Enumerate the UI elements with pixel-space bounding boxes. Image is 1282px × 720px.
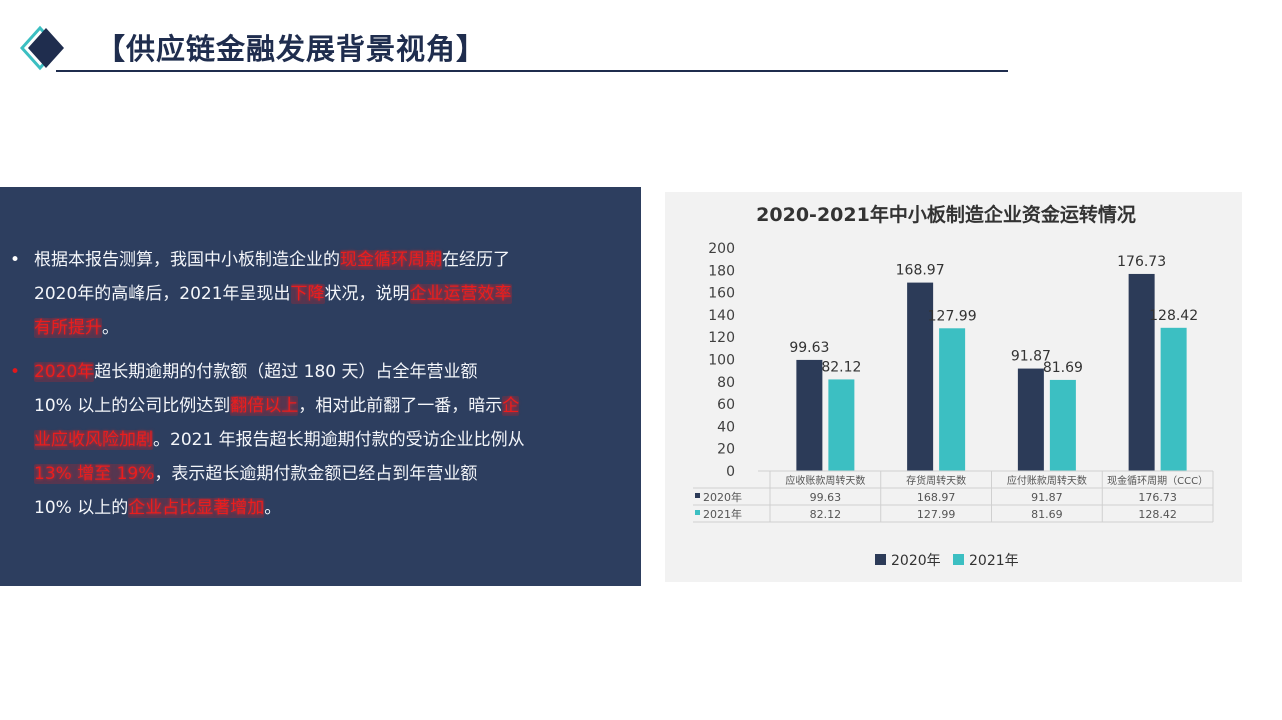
- y-tick-label: 20: [717, 442, 735, 458]
- table-cell: 168.97: [917, 491, 956, 504]
- bullet-line: 13% 增至 19%，表示超长逾期付款金额已经占到年营业额: [10, 457, 610, 491]
- legend-swatch: [875, 554, 886, 565]
- bullet-line: 10% 以上的公司比例达到翻倍以上，相对此前翻了一番，暗示企: [10, 389, 610, 423]
- bar-2021年: [1049, 379, 1076, 471]
- bullet-text: ，相对此前翻了一番，暗示: [298, 396, 503, 416]
- data-label: 168.97: [896, 263, 945, 279]
- bar-2020年: [907, 282, 934, 471]
- highlighted-text: 企: [502, 396, 520, 416]
- table-cell: 176.73: [1138, 491, 1177, 504]
- data-label: 81.69: [1043, 360, 1083, 376]
- data-table: 应收账款周转天数 99.63 82.12 存货周转天数 168.97 127.99 应付账款…: [693, 470, 1214, 523]
- bullet-line: 2020年的高峰后，2021年呈现出下降状况，说明企业运营效率: [10, 277, 610, 311]
- bar-2021年: [1160, 327, 1187, 471]
- highlighted-text: 企业运营效率: [409, 284, 512, 304]
- bullet-line: • 2020年超长期逾期的付款额（超过 180 天）占全年营业额: [10, 355, 610, 389]
- title-divider: [56, 70, 1008, 72]
- highlighted-text: 翻倍以上: [230, 396, 299, 416]
- bullet-text: 在经历了: [442, 250, 510, 270]
- data-label: 91.87: [1011, 349, 1051, 365]
- bar-2020年: [796, 359, 823, 471]
- bar-2020年: [1128, 273, 1155, 471]
- y-tick-label: 160: [708, 286, 735, 302]
- bullet-text: 状况，说明: [324, 284, 410, 304]
- bar-series: [796, 273, 1187, 471]
- y-tick-label: 100: [708, 353, 735, 369]
- text-panel: • 根据本报告测算，我国中小板制造企业的现金循环周期在经历了 2020年的高峰后，2…: [0, 187, 641, 586]
- highlighted-text: 企业占比显著增加: [128, 498, 265, 518]
- legend-label: 2020年: [891, 553, 941, 569]
- highlighted-text: 13% 增至 19%: [34, 464, 155, 484]
- table-cell: 128.42: [1138, 508, 1177, 521]
- bullet-text: ，表示超长逾期付款金额已经占到年营业额: [154, 464, 478, 484]
- legend: 2020年 2021年: [875, 553, 1019, 569]
- bullet-text: 10% 以上的公司比例达到: [34, 396, 231, 416]
- bullet-line: 10% 以上的企业占比显著增加。: [10, 491, 610, 525]
- data-label: 128.42: [1149, 308, 1198, 324]
- bar-2021年: [939, 328, 966, 471]
- highlighted-text: 有所提升: [34, 318, 102, 338]
- bullet-paragraph-2: • 2020年超长期逾期的付款额（超过 180 天）占全年营业额 10% 以上的公司…: [10, 355, 610, 525]
- table-category: 现金循环周期（CCC）: [1107, 474, 1208, 487]
- highlighted-text: 2020年: [34, 362, 95, 382]
- data-label: 176.73: [1117, 254, 1166, 270]
- table-category: 应收账款周转天数: [785, 474, 865, 487]
- table-category: 应付账款周转天数: [1007, 474, 1087, 487]
- highlighted-text: 现金循环周期: [340, 250, 442, 270]
- table-cell: 91.87: [1031, 491, 1063, 504]
- table-cell: 81.69: [1031, 508, 1063, 521]
- y-tick-label: 0: [726, 464, 735, 480]
- bullet-text: 10% 以上的: [34, 498, 129, 518]
- y-tick-label: 60: [717, 397, 735, 413]
- chart-title: 2020-2021年中小板制造企业资金运转情况: [756, 203, 1136, 226]
- legend-swatch: [953, 554, 964, 565]
- bullet-paragraph-1: • 根据本报告测算，我国中小板制造企业的现金循环周期在经历了 2020年的高峰后，2…: [10, 243, 610, 345]
- data-label: 82.12: [821, 359, 861, 375]
- y-tick-label: 200: [708, 241, 735, 257]
- y-tick-label: 40: [717, 419, 735, 435]
- table-series-key: [695, 510, 700, 515]
- y-tick-label: 180: [708, 263, 735, 279]
- legend-label: 2021年: [969, 553, 1019, 569]
- bar-chart: 2020-2021年中小板制造企业资金运转情况 0 20 40 60 80 100 120 1…: [693, 203, 1214, 569]
- table-series-name: 2021年: [703, 507, 742, 521]
- bullet-dot-icon: •: [10, 362, 21, 382]
- bullet-text: 。: [102, 318, 119, 338]
- data-label: 127.99: [928, 308, 977, 324]
- bullet-text: 根据本报告测算，我国中小板制造企业的: [34, 250, 340, 270]
- bullet-line: 业应收风险加剧。2021 年报告超长期逾期付款的受访企业比例从: [10, 423, 610, 457]
- y-tick-label: 120: [708, 330, 735, 346]
- highlighted-text: 下降: [290, 284, 325, 304]
- chart-panel: 2020-2021年中小板制造企业资金运转情况 0 20 40 60 80 100 120 1…: [665, 192, 1242, 582]
- bar-2020年: [1017, 368, 1044, 471]
- highlighted-text: 业应收风险加剧: [34, 430, 153, 450]
- bullet-line: 有所提升。: [10, 311, 610, 345]
- bullet-text: 2020年的高峰后，2021年呈现出: [34, 284, 291, 304]
- bullet-line: • 根据本报告测算，我国中小板制造企业的现金循环周期在经历了: [10, 243, 610, 277]
- table-cell: 127.99: [917, 508, 956, 521]
- table-cell: 99.63: [810, 491, 842, 504]
- table-category: 存货周转天数: [906, 474, 966, 487]
- bullet-text: 。: [264, 498, 282, 518]
- table-cell: 82.12: [810, 508, 842, 521]
- slide-title: 【供应链金融发展背景视角】: [96, 32, 487, 66]
- y-tick-label: 140: [708, 308, 735, 324]
- bullet-text: 超长期逾期的付款额（超过 180 天）占全年营业额: [94, 362, 478, 382]
- bullet-text: 。2021 年报告超长期逾期付款的受访企业比例从: [153, 430, 525, 450]
- table-series-key: [695, 493, 700, 498]
- bullet-dot-icon: •: [10, 250, 21, 270]
- table-series-name: 2020年: [703, 490, 742, 504]
- bar-2021年: [828, 379, 855, 471]
- logo-diamond-icon: [19, 25, 64, 71]
- y-tick-label: 80: [717, 375, 735, 391]
- data-label: 99.63: [789, 340, 829, 356]
